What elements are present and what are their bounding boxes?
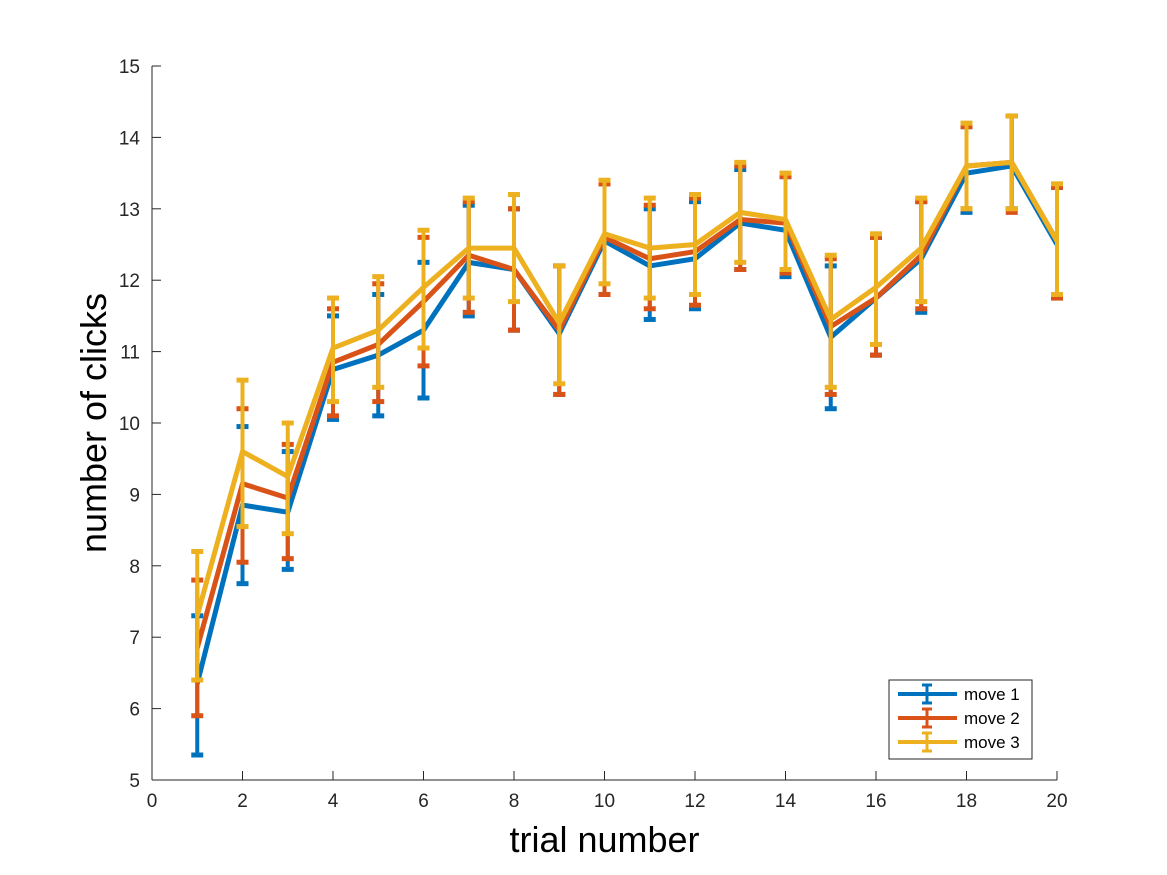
y-axis-title: number of clicks (73, 293, 114, 553)
legend: move 1 move 2 move 3 (888, 679, 1033, 760)
x-tick-label: 0 (147, 791, 158, 812)
x-tick-label: 10 (594, 791, 615, 812)
y-tick-label: 9 (129, 485, 140, 506)
y-tick-label: 10 (119, 414, 140, 435)
y-tick-label: 11 (120, 343, 140, 364)
y-tick-label: 7 (129, 628, 140, 649)
x-tick-label: 6 (418, 791, 429, 812)
x-tick-label: 14 (775, 791, 797, 812)
legend-label: move 2 (964, 709, 1020, 728)
legend-item: move 1 (898, 683, 1020, 705)
x-axis-title: trial number (509, 819, 699, 860)
series-line (194, 159, 1060, 649)
series-area (191, 113, 1063, 758)
series-line (194, 159, 1060, 617)
x-tick-label: 20 (1046, 791, 1067, 812)
y-tick-label: 12 (119, 271, 140, 292)
y-tick-label: 6 (129, 700, 140, 721)
y-tick-label: 15 (119, 57, 140, 78)
y-tick-label: 5 (129, 771, 140, 792)
y-tick-label: 8 (129, 557, 140, 578)
x-tick-label: 8 (509, 791, 520, 812)
x-tick-label: 2 (237, 791, 248, 812)
y-tick-label: 13 (119, 200, 140, 221)
x-tick-label: 16 (865, 791, 886, 812)
legend-item: move 2 (898, 707, 1020, 729)
x-tick-label: 4 (328, 791, 339, 812)
y-tick-label: 14 (119, 128, 141, 149)
x-tick-label: 12 (684, 791, 705, 812)
legend-item: move 3 (898, 731, 1020, 753)
series-move-3 (191, 113, 1063, 683)
series-move-2 (191, 113, 1063, 719)
legend-label: move 3 (964, 733, 1020, 752)
legend-label: move 1 (964, 685, 1020, 704)
x-tick-label: 18 (956, 791, 977, 812)
axes: 0 2 4 6 8 10 12 14 16 18 20 5 6 7 8 9 10 11 12 13 14 15 (119, 57, 1068, 812)
series-move-1 (191, 113, 1063, 758)
